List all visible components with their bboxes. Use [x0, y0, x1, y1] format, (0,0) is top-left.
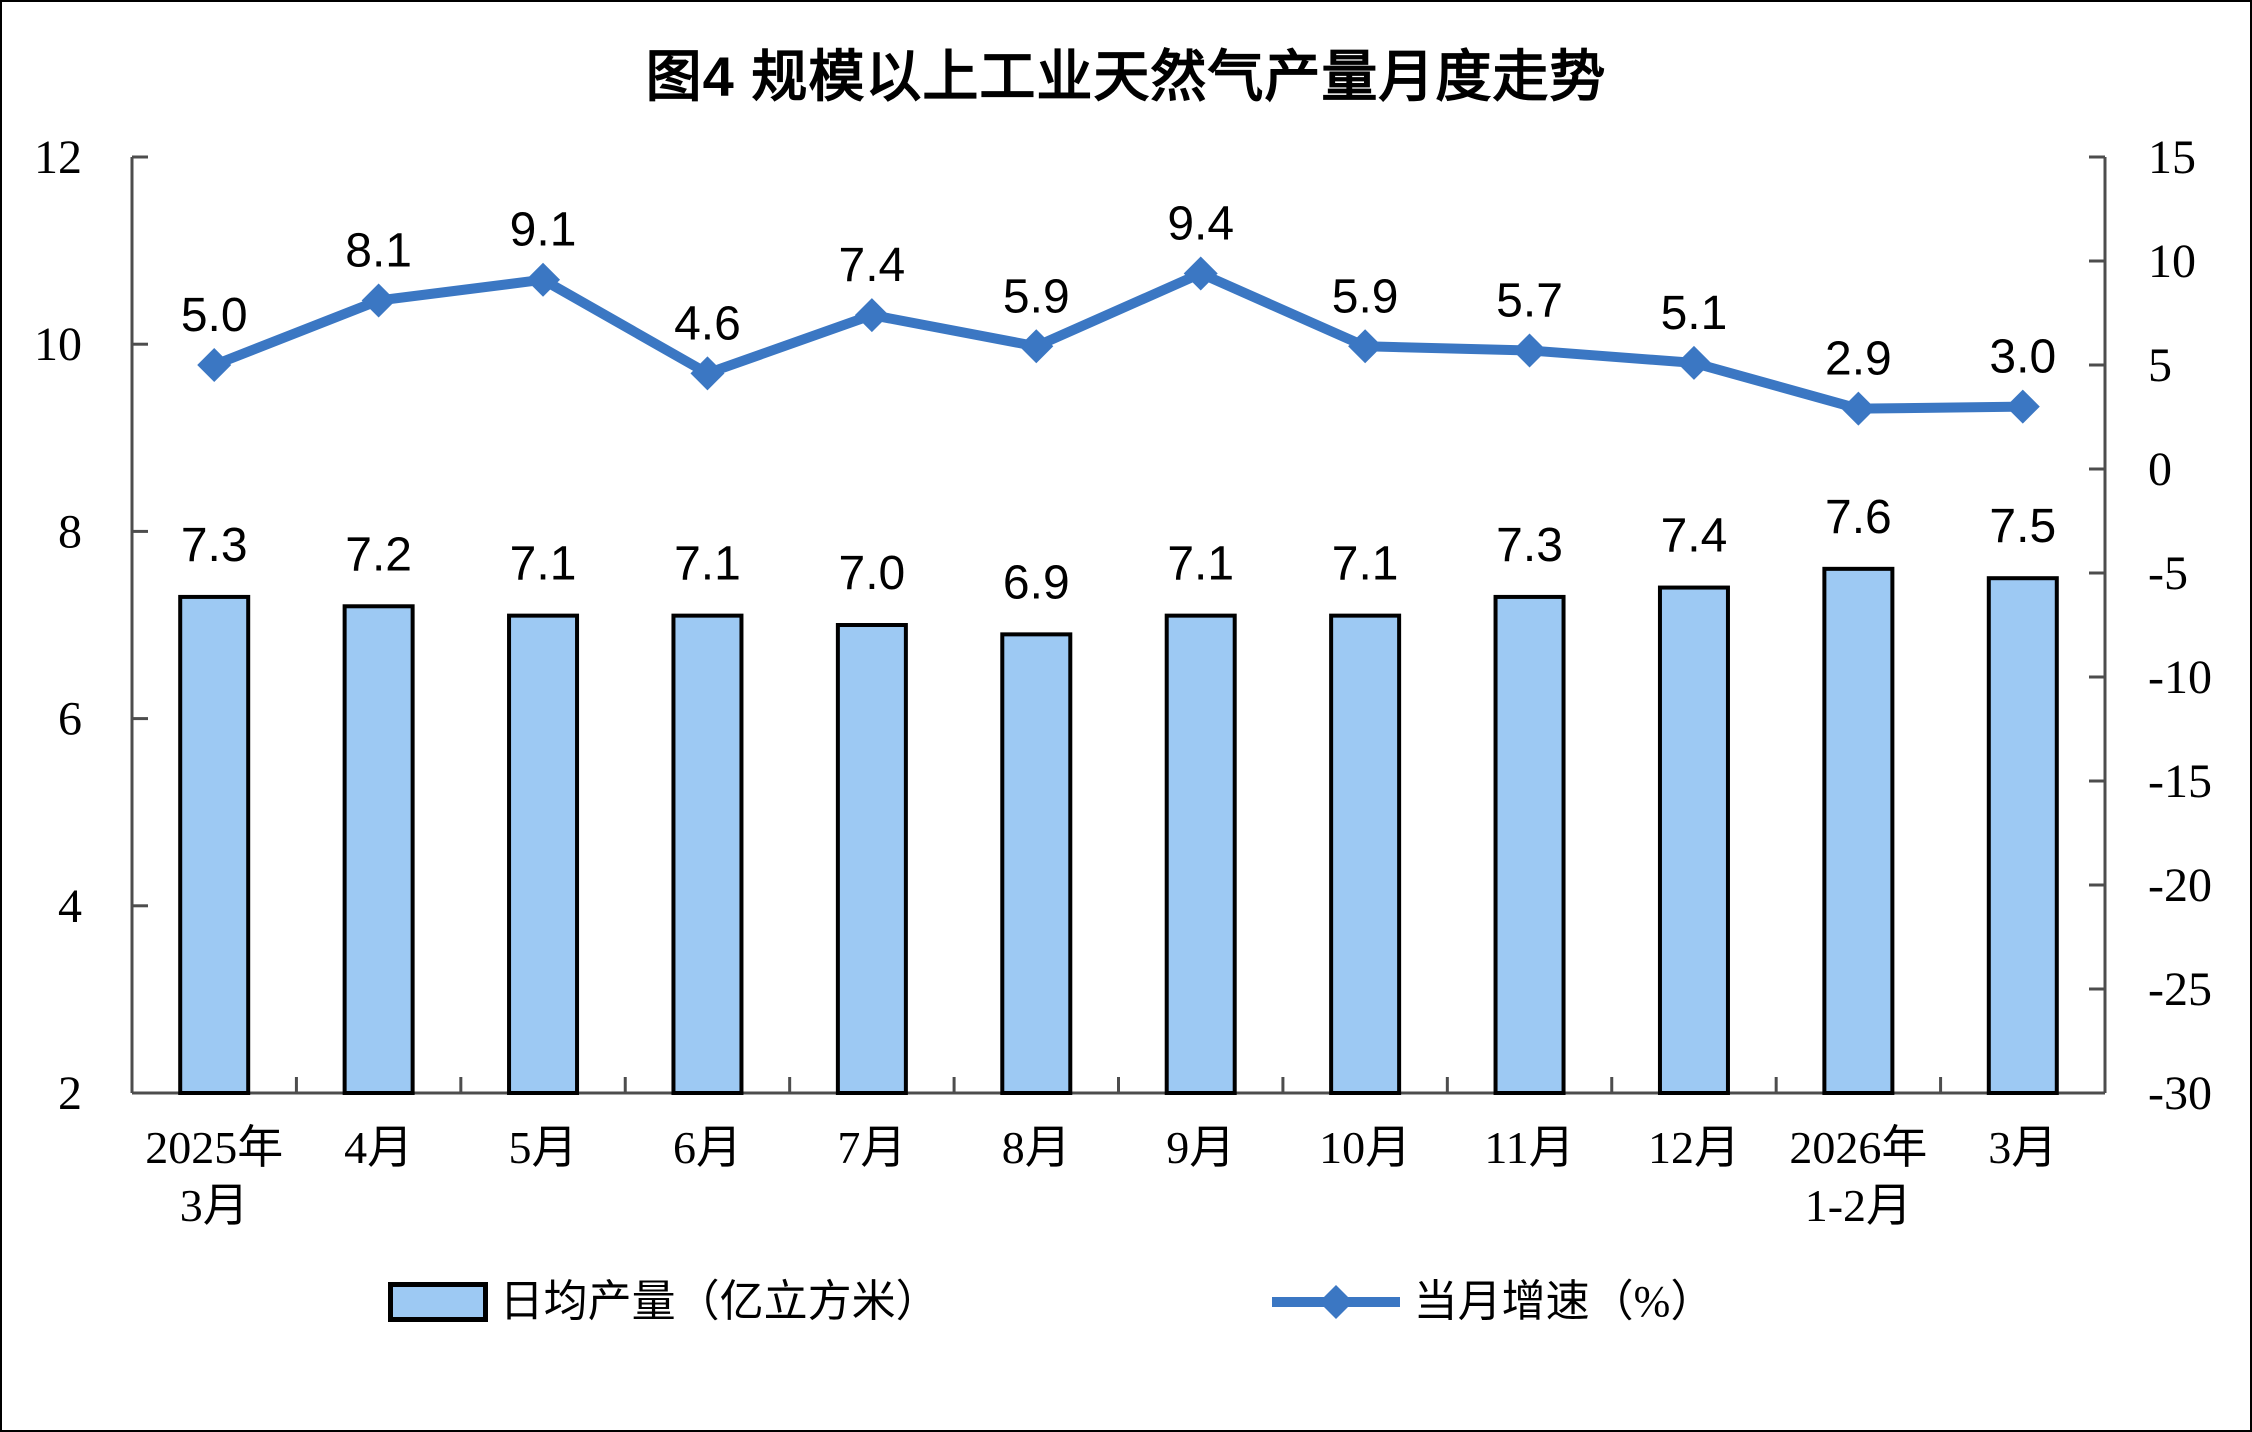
left-axis-tick-label: 8 — [58, 505, 82, 558]
right-axis-tick-label: 5 — [2148, 339, 2172, 392]
bar — [671, 613, 744, 1095]
line-value-label: 5.9 — [1003, 270, 1070, 323]
line-value-label: 5.7 — [1496, 274, 1563, 327]
line-value-label: 4.6 — [674, 297, 741, 350]
bar-value-label: 7.1 — [674, 538, 741, 591]
line-point-marker — [1676, 345, 1711, 380]
line-point-marker — [1019, 329, 1054, 364]
line-value-label: 7.4 — [839, 239, 906, 292]
line-point-marker — [854, 298, 889, 333]
bar — [1329, 613, 1402, 1095]
bar — [1657, 585, 1730, 1095]
line-value-label: 2.9 — [1825, 333, 1892, 386]
bar-value-label: 6.9 — [1003, 556, 1070, 609]
category-label: 9月 — [1166, 1122, 1235, 1173]
line-series-swatch — [1271, 1285, 1400, 1319]
bar — [1164, 613, 1237, 1095]
category-label: 8月 — [1002, 1122, 1071, 1173]
line-value-label: 3.0 — [1989, 331, 2056, 384]
bar-value-label: 7.0 — [839, 547, 906, 600]
bar — [178, 594, 251, 1095]
chart-legend: 日均产量（亿立方米） 当月增速（%） — [2, 1280, 2250, 1324]
bar-value-label: 7.4 — [1661, 510, 1728, 563]
line-series — [212, 268, 2023, 414]
bar-series-swatch — [387, 1282, 488, 1322]
bar — [1493, 594, 1566, 1095]
line-value-label: 5.0 — [181, 289, 248, 342]
line-point-marker — [1183, 256, 1218, 291]
line-point-marker — [361, 283, 396, 318]
right-axis-tick-label: -15 — [2148, 755, 2212, 808]
line-point-marker — [1841, 391, 1876, 426]
bar-value-label: 7.3 — [181, 519, 248, 572]
left-axis-tick-label: 12 — [34, 131, 82, 184]
line-point-marker — [526, 262, 561, 297]
category-label: 3月 — [1988, 1122, 2057, 1173]
bar-value-label: 7.1 — [510, 538, 577, 591]
left-axis-tick-label: 4 — [58, 880, 82, 933]
legend-item-line-series: 当月增速（%） — [1270, 1277, 1715, 1326]
bar — [1986, 576, 2059, 1095]
chart-title: 图4 规模以上工业天然气产量月度走势 — [645, 45, 1607, 108]
right-axis-tick-label: -30 — [2148, 1067, 2212, 1120]
bar-value-label: 7.1 — [1167, 538, 1234, 591]
bar-series-legend-label: 日均产量（亿立方米） — [499, 1277, 940, 1326]
category-label: 11月 — [1484, 1122, 1574, 1173]
legend-item-bar-series: 日均产量（亿立方米） — [387, 1277, 940, 1326]
bar — [1822, 566, 1895, 1095]
right-axis-tick-label: -5 — [2148, 547, 2188, 600]
line-point-marker — [690, 356, 725, 391]
line-point-marker — [1348, 329, 1383, 364]
right-axis-tick-label: 0 — [2148, 443, 2172, 496]
line-point-marker — [197, 348, 232, 382]
line-value-label: 8.1 — [345, 225, 412, 278]
right-axis-tick-label: -25 — [2148, 963, 2212, 1016]
bar — [1000, 632, 1073, 1095]
right-axis-tick-label: 10 — [2148, 235, 2196, 288]
category-label: 4月 — [344, 1122, 413, 1173]
bar — [835, 623, 908, 1095]
category-label: 7月 — [837, 1122, 906, 1173]
category-label: 5月 — [509, 1122, 578, 1173]
line-value-label: 9.1 — [510, 204, 577, 257]
right-axis-tick-label: 15 — [2148, 131, 2196, 184]
category-label: 12月 — [1648, 1122, 1740, 1173]
category-label: 10月 — [1319, 1122, 1411, 1173]
bar — [342, 604, 415, 1096]
bar-value-label: 7.3 — [1496, 519, 1563, 572]
legend-diamond-marker — [1318, 1285, 1353, 1319]
bar — [507, 613, 580, 1095]
line-value-label: 5.9 — [1332, 270, 1399, 323]
bar-value-label: 7.1 — [1332, 538, 1399, 591]
line-value-label: 5.1 — [1661, 287, 1728, 340]
right-axis-tick-label: -20 — [2148, 859, 2212, 912]
left-axis-tick-label: 10 — [34, 318, 82, 371]
bar-value-label: 7.2 — [345, 528, 412, 581]
left-axis-tick-label: 6 — [58, 693, 82, 746]
line-point-marker — [1512, 333, 1547, 368]
bar-value-label: 7.6 — [1825, 491, 1892, 544]
left-axis-tick-label: 2 — [58, 1067, 82, 1120]
bar-value-label: 7.5 — [1989, 500, 2056, 553]
category-label: 2026年 1-2月 — [1789, 1122, 1927, 1231]
line-series-legend-label: 当月增速（%） — [1413, 1277, 1715, 1326]
line-value-label: 9.4 — [1167, 197, 1234, 250]
category-label: 2025年 3月 — [145, 1122, 283, 1231]
category-label: 6月 — [673, 1122, 742, 1173]
line-point-marker — [2005, 389, 2040, 424]
right-axis-tick-label: -10 — [2148, 651, 2212, 704]
